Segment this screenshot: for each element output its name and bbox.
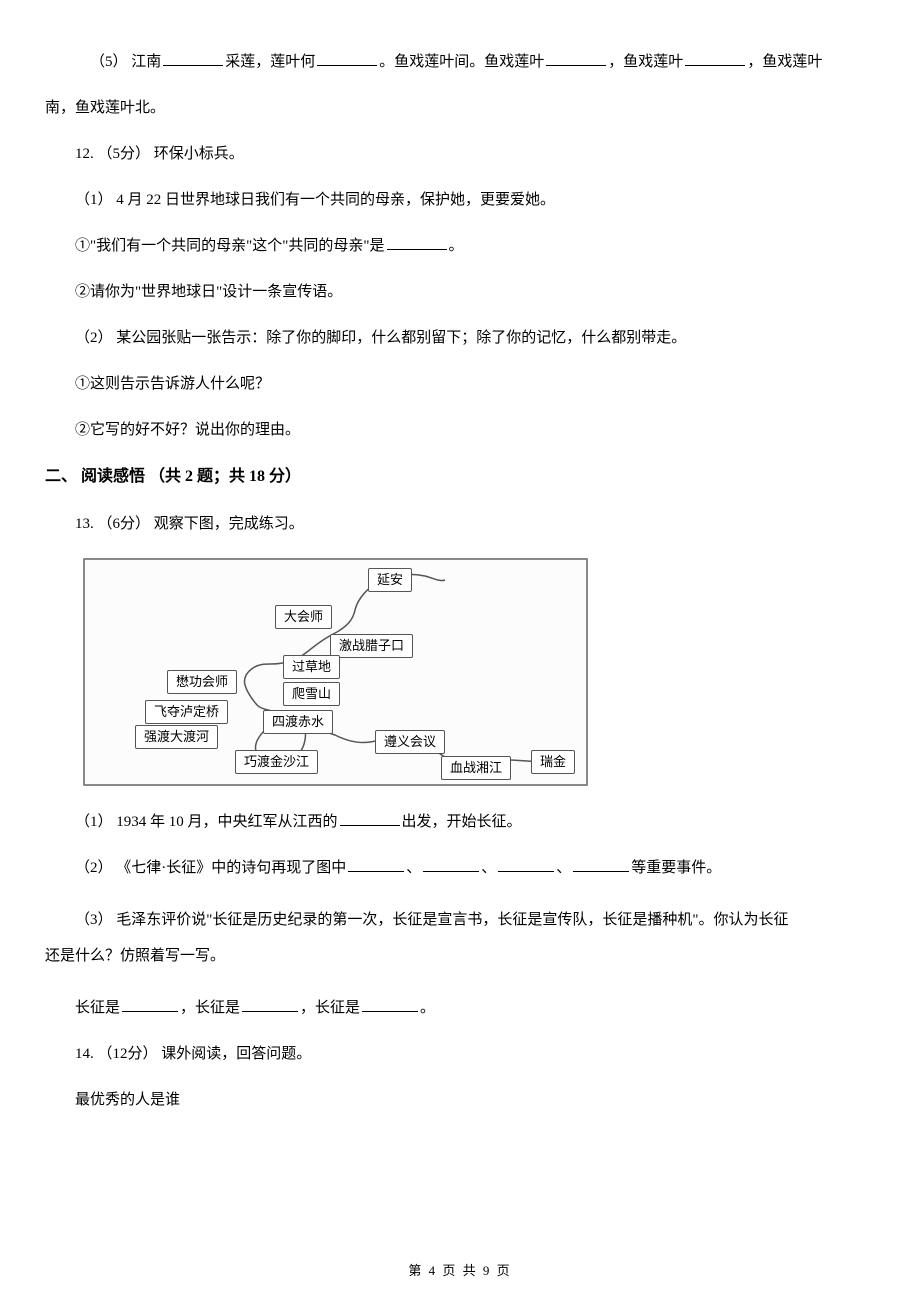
q5-t3: ，鱼戏莲叶 [608, 54, 683, 70]
diagram-node: 过草地 [283, 655, 340, 680]
q13-p3-wrap: （3） 毛泽东评价说"长征是历史纪录的第一次，长征是宣言书，长征是宣传队，长征是… [45, 902, 860, 974]
q12-p1: （1） 4 月 22 日世界地球日我们有一个共同的母亲，保护她，更要爱她。 [45, 188, 860, 212]
section2-header: 二、 阅读感悟 （共 2 题；共 18 分） [45, 464, 860, 490]
q13-p1-pre: （1） 1934 年 10 月，中央红军从江西的 [75, 814, 338, 830]
q13-p1-post: 出发，开始长征。 [402, 814, 522, 830]
q13-p3-tail: 还是什么？仿照着写一写。 [45, 938, 860, 974]
q13-p4-m2: ，长征是 [300, 1000, 360, 1016]
diagram-node: 飞夺泸定桥 [145, 700, 228, 725]
diagram-node: 懋功会师 [167, 670, 237, 695]
diagram-node: 强渡大渡河 [135, 725, 218, 750]
diagram-node: 大会师 [275, 605, 332, 630]
q12-header: 12. （5分） 环保小标兵。 [45, 142, 860, 166]
q12-p2a: ①这则告示告诉游人什么呢？ [45, 372, 860, 396]
q12-p2b: ②它写的好不好？说出你的理由。 [45, 418, 860, 442]
blank[interactable] [387, 235, 447, 250]
blank[interactable] [685, 51, 745, 66]
q13-p2-s2: 、 [481, 860, 496, 876]
q13-p2-pre: （2） 《七律·长征》中的诗句再现了图中 [75, 860, 346, 876]
diagram-node: 四渡赤水 [263, 710, 333, 735]
q13-p3: （3） 毛泽东评价说"长征是历史纪录的第一次，长征是宣言书，长征是宣传队，长征是… [75, 912, 789, 928]
blank[interactable] [340, 811, 400, 826]
q13-p4-pre: 长征是 [75, 1000, 120, 1016]
blank[interactable] [163, 51, 223, 66]
q13-p2-s3: 、 [556, 860, 571, 876]
q14-title: 最优秀的人是谁 [45, 1088, 860, 1112]
diagram-node: 瑞金 [531, 750, 575, 775]
q13-p2-s1: 、 [406, 860, 421, 876]
q12-p1a-end: 。 [449, 238, 464, 254]
blank[interactable] [317, 51, 377, 66]
q5-tail: 南，鱼戏莲叶北。 [45, 96, 860, 120]
q12-p1a: ①"我们有一个共同的母亲"这个"共同的母亲"是 [75, 238, 385, 254]
q13-p2-post: 等重要事件。 [631, 860, 721, 876]
blank[interactable] [242, 997, 298, 1012]
q5-t4: ，鱼戏莲叶 [747, 54, 822, 70]
diagram-node: 巧渡金沙江 [235, 750, 318, 775]
diagram-node: 激战腊子口 [330, 634, 413, 659]
blank[interactable] [546, 51, 606, 66]
diagram-node: 爬雪山 [283, 682, 340, 707]
blank[interactable] [573, 857, 629, 872]
blank[interactable] [423, 857, 479, 872]
q12-p2: （2） 某公园张贴一张告示：除了你的脚印，什么都别留下；除了你的记忆，什么都别带… [45, 326, 860, 350]
diagram-node: 遵义会议 [375, 730, 445, 755]
q13-p4-wrap: 长征是 ，长征是 ，长征是 。 [45, 996, 860, 1020]
q14-header: 14. （12分） 课外阅读，回答问题。 [45, 1042, 860, 1066]
q5-wrapper: （5） 江南 采莲，莲叶何 。鱼戏莲叶间。鱼戏莲叶 ，鱼戏莲叶 ，鱼戏莲叶 南，鱼戏莲叶… [45, 50, 860, 120]
q13-p2-wrap: （2） 《七律·长征》中的诗句再现了图中 、 、 、 等重要事件。 [45, 856, 860, 880]
q13-p4-m1: ，长征是 [180, 1000, 240, 1016]
q5-t2: 。鱼戏莲叶间。鱼戏莲叶 [379, 54, 544, 70]
diagram-node: 延安 [368, 568, 412, 593]
page-footer: 第 4 页 共 9 页 [0, 1261, 920, 1282]
blank[interactable] [122, 997, 178, 1012]
long-march-diagram: 延安大会师激战腊子口过草地懋功会师 爬雪山飞夺泸定桥 四渡赤水强渡大渡河 遵义会议巧渡… [83, 558, 588, 786]
q12-p1b: ②请你为"世界地球日"设计一条宣传语。 [45, 280, 860, 304]
q13-p4-end: 。 [420, 1000, 435, 1016]
q13-header: 13. （6分） 观察下图，完成练习。 [45, 512, 860, 536]
blank[interactable] [348, 857, 404, 872]
q12-p1a-wrap: ①"我们有一个共同的母亲"这个"共同的母亲"是 。 [45, 234, 860, 258]
q13-p1-wrap: （1） 1934 年 10 月，中央红军从江西的 出发，开始长征。 [45, 810, 860, 834]
q5-t1: 采莲，莲叶何 [225, 54, 315, 70]
diagram-node: 血战湘江 [441, 756, 511, 781]
blank[interactable] [362, 997, 418, 1012]
blank[interactable] [498, 857, 554, 872]
q5-prefix: （5） 江南 [90, 54, 161, 70]
